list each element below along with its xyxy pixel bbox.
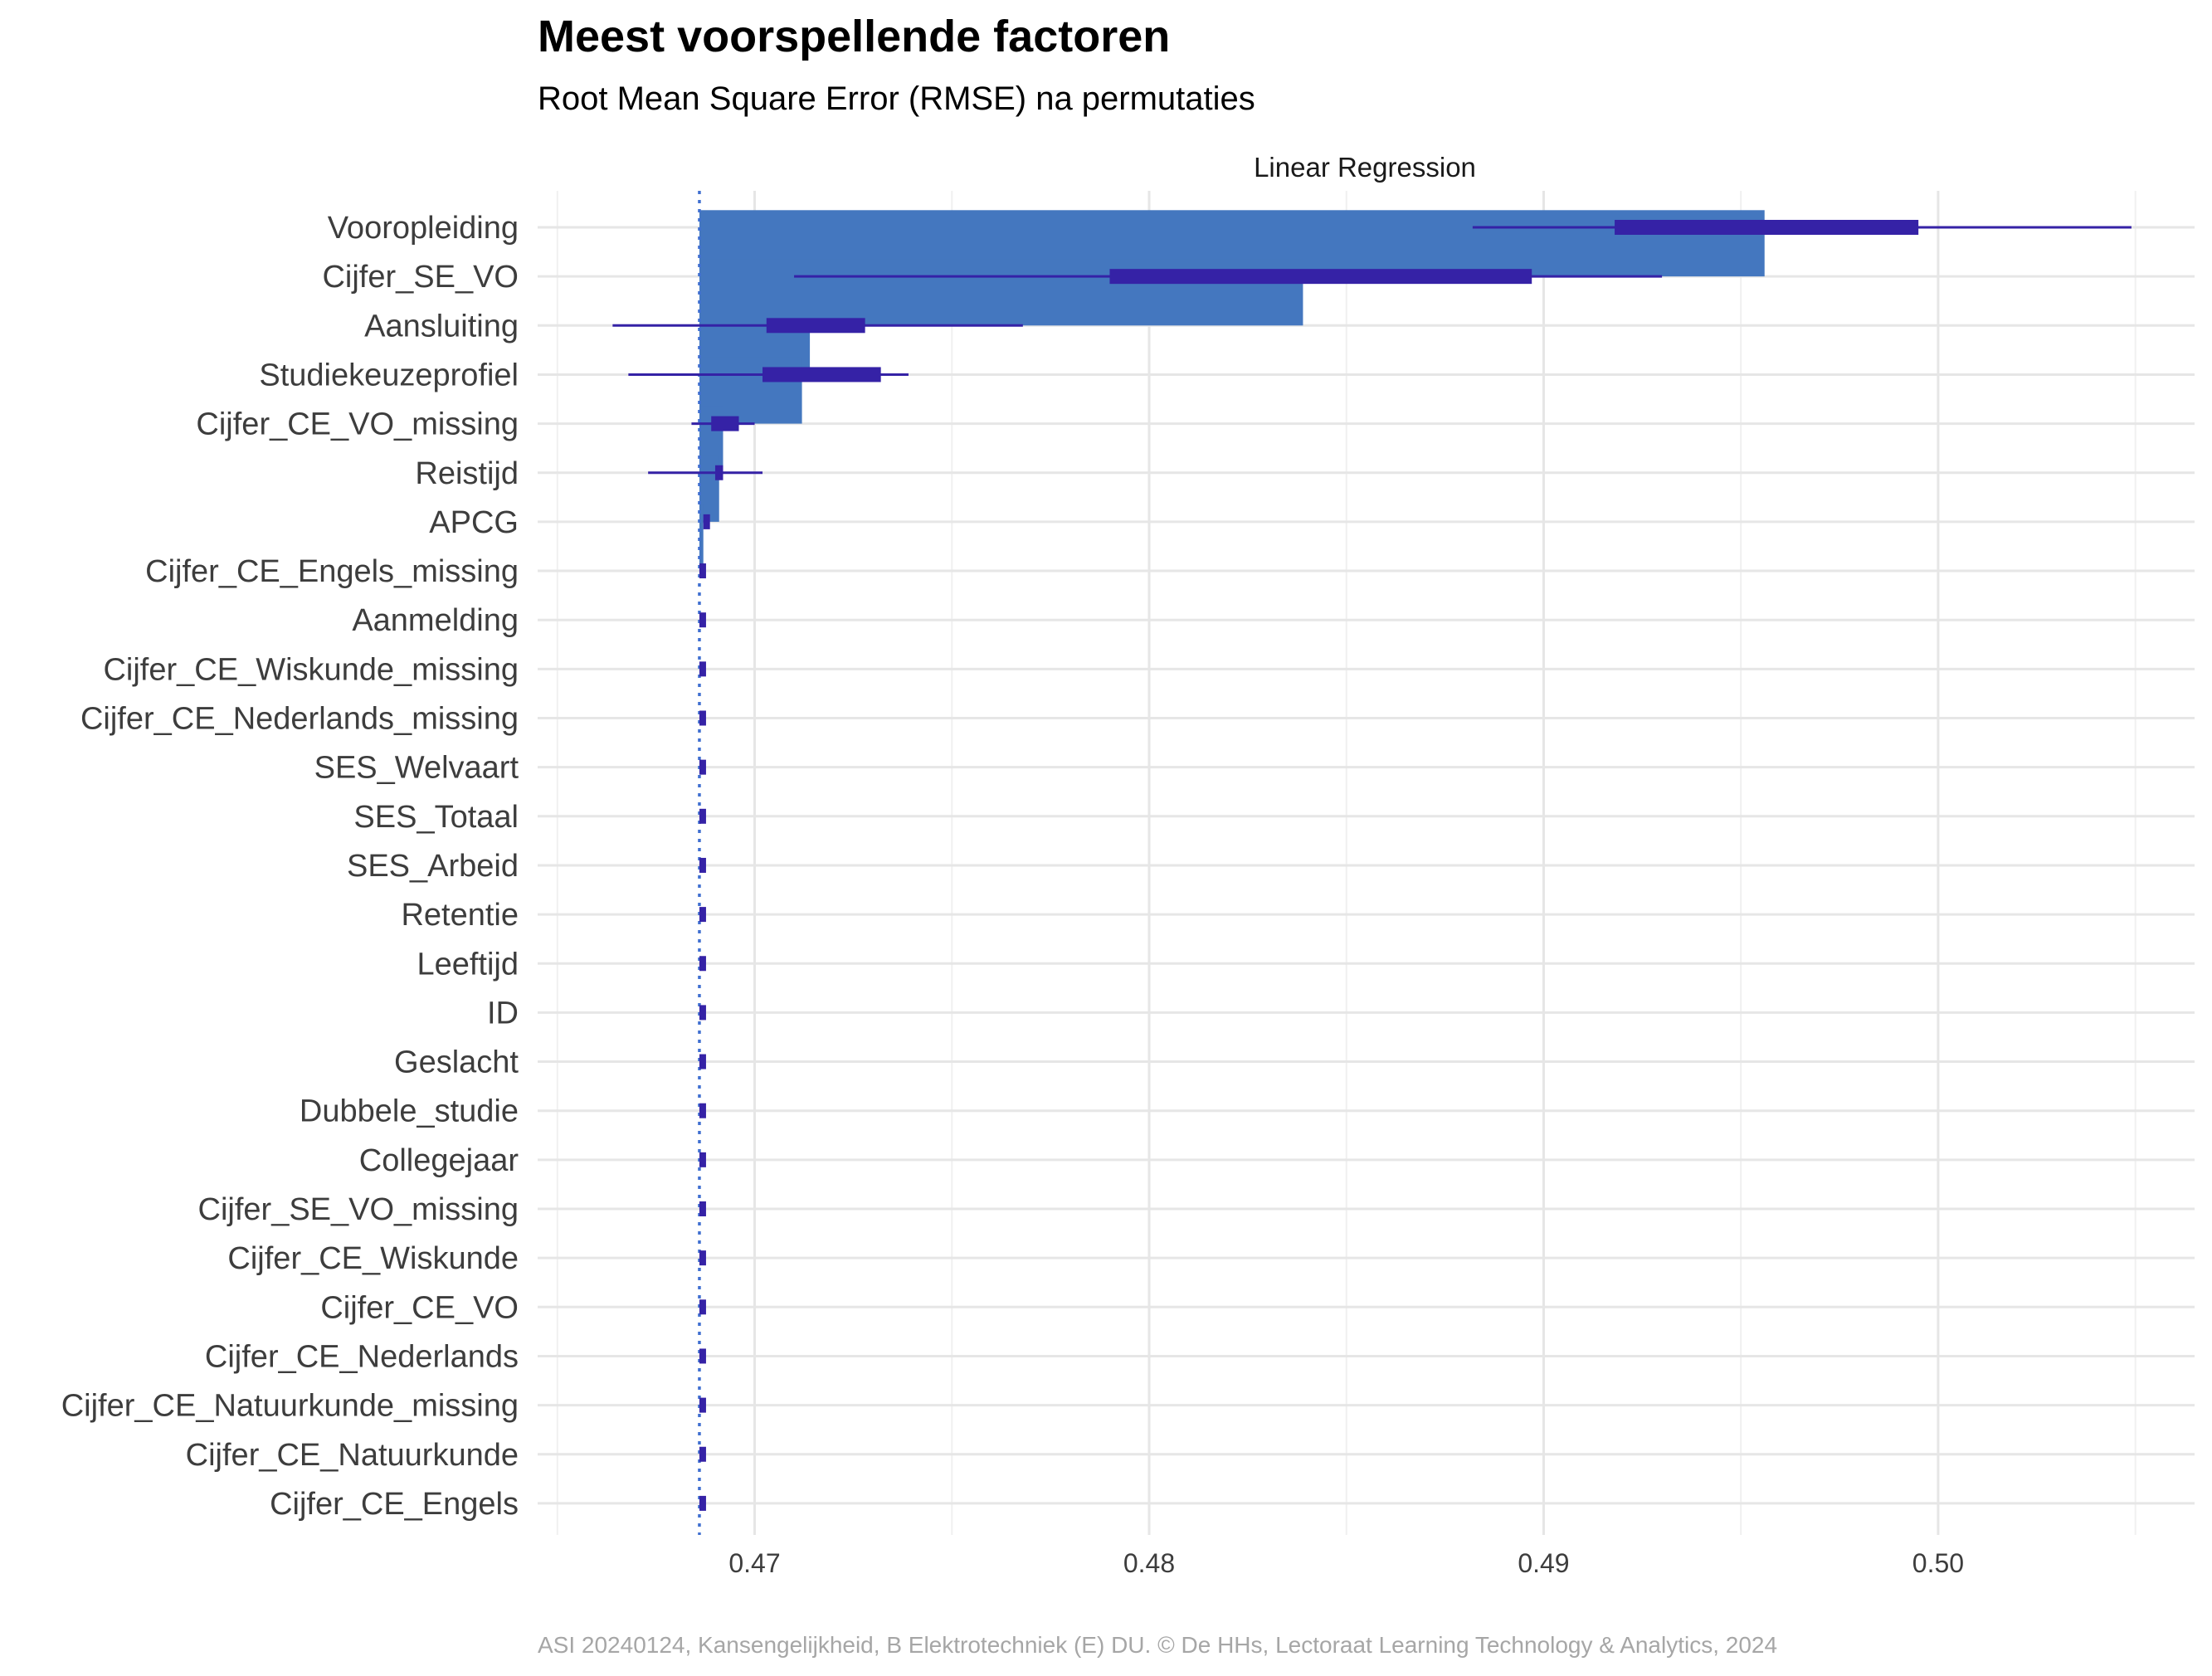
y-tick-label: Cijfer_CE_Natuurkunde [186,1438,519,1473]
y-tick-label: Cijfer_CE_Engels [270,1487,519,1522]
y-tick-label: Cijfer_CE_Wiskunde [227,1241,519,1276]
x-tick-label: 0.47 [728,1548,780,1578]
boxplot-iqr [699,1495,706,1511]
boxplot-iqr [699,612,706,628]
y-tick-label: Retentie [401,898,519,933]
y-tick-label: ID [487,996,519,1030]
y-tick-label: Cijfer_CE_Nederlands [205,1339,519,1374]
y-tick-label: SES_Welvaart [314,751,519,786]
boxplot-iqr [766,318,865,334]
chart-caption: ASI 20240124, Kansengelijkheid, B Elektr… [538,1632,1777,1658]
boxplot-iqr [699,759,706,775]
boxplot-iqr [699,857,706,873]
y-tick-label: Geslacht [394,1045,519,1080]
y-tick-label: Dubbele_studie [300,1094,519,1129]
boxplot-iqr [714,465,724,480]
chart-subtitle: Root Mean Square Error (RMSE) na permuta… [538,80,1255,117]
importance-bar [699,504,704,572]
boxplot-iqr [699,1005,706,1021]
x-tick-label: 0.49 [1518,1548,1569,1578]
boxplot-iqr [699,563,706,579]
boxplot-iqr [703,514,710,529]
y-tick-label: SES_Arbeid [347,849,519,884]
y-tick-label: Cijfer_CE_Engels_missing [145,554,519,589]
boxplot-iqr [699,710,706,726]
y-tick-label: Cijfer_SE_VO [322,260,519,295]
boxplot-iqr [699,1397,706,1413]
y-tick-label: APCG [429,505,519,540]
boxplot-iqr [711,416,739,431]
facet-label: Linear Regression [1254,152,1476,183]
y-tick-label: SES_Totaal [353,800,519,835]
boxplot-iqr [699,1348,706,1364]
y-tick-label: Cijfer_CE_Nederlands_missing [80,702,519,737]
y-tick-label: Aansluiting [364,309,519,343]
chart-title: Meest voorspellende factoren [538,12,1170,61]
y-tick-label: Leeftijd [417,947,519,982]
y-tick-label: Cijfer_SE_VO_missing [198,1192,519,1227]
permutation-boxplots [612,220,2132,1511]
boxplot-iqr [1109,269,1532,285]
boxplot-iqr [699,1201,706,1216]
boxplot-iqr [699,1103,706,1118]
y-tick-label: Aanmelding [352,603,519,638]
y-axis-labels: Vooropleiding Cijfer_SE_VO Aansluiting Stud… [61,211,519,1522]
y-tick-label: Collegejaar [359,1143,519,1178]
boxplot-iqr [699,1446,706,1462]
boxplot-iqr [699,1054,706,1069]
boxplot-iqr [699,907,706,923]
y-tick-label: Cijfer_CE_VO [320,1290,519,1325]
importance-bars [699,210,1765,572]
x-tick-label: 0.48 [1123,1548,1175,1578]
boxplot-iqr [699,661,706,677]
y-tick-label: Cijfer_CE_Wiskunde_missing [103,652,519,687]
boxplot-iqr [763,367,881,382]
y-tick-label: Reistijd [415,456,519,491]
y-tick-label: Cijfer_CE_VO_missing [196,407,519,442]
y-tick-label: Studiekeuzeprofiel [259,358,519,392]
y-tick-label: Cijfer_CE_Natuurkunde_missing [61,1389,519,1424]
boxplot-iqr [1615,220,1919,235]
y-tick-label: Vooropleiding [328,211,519,246]
boxplot-iqr [699,1152,706,1167]
x-axis-labels: 0.47 0.48 0.49 0.50 [728,1548,1964,1578]
boxplot-iqr [699,1250,706,1266]
boxplot-iqr [699,808,706,824]
boxplot-iqr [699,1299,706,1315]
boxplot-iqr [699,956,706,972]
x-tick-label: 0.50 [1912,1548,1964,1578]
